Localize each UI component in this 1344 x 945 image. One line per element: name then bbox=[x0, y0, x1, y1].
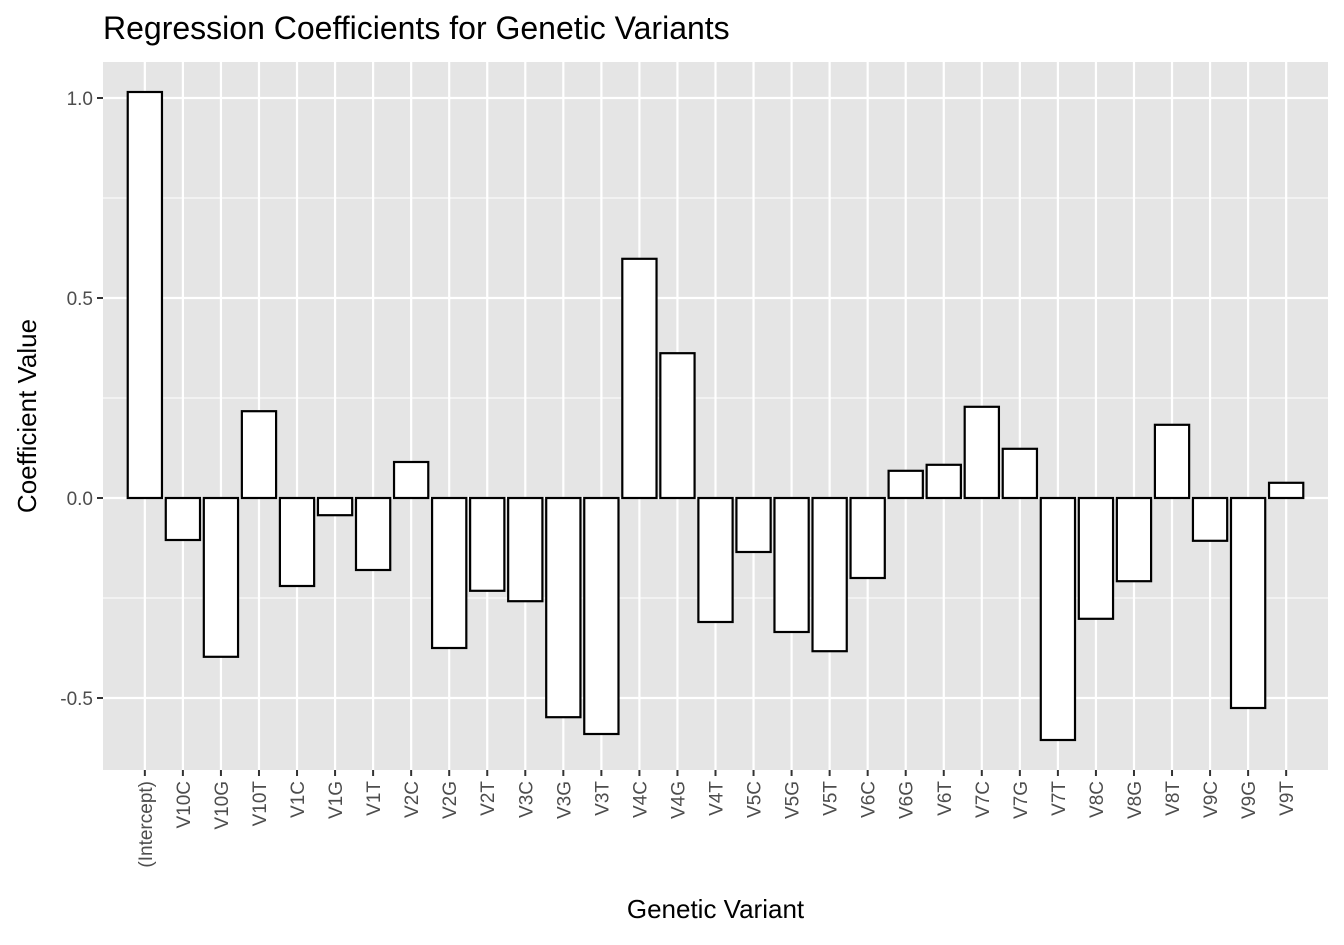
x-tick-label: V6G bbox=[897, 781, 918, 819]
bar-v9c bbox=[1191, 496, 1229, 542]
x-tick-label: V3T bbox=[592, 781, 613, 816]
bar-v4t bbox=[697, 496, 734, 624]
x-tick-label: V9G bbox=[1239, 781, 1260, 819]
x-tick-label: V9C bbox=[1201, 781, 1222, 818]
bar-v10g bbox=[202, 496, 240, 658]
x-tick-label: V1C bbox=[288, 781, 309, 818]
bar-v10t bbox=[240, 410, 278, 500]
chart-title: Regression Coefficients for Genetic Vari… bbox=[103, 10, 730, 46]
x-tick-label: V7C bbox=[973, 781, 994, 818]
y-axis: -0.5 0.0 0.5 1.0 bbox=[60, 89, 103, 710]
bar-v7t bbox=[1039, 496, 1077, 742]
bar-intercept bbox=[126, 90, 164, 500]
x-tick-label: V6T bbox=[935, 781, 956, 816]
x-tick-label: V4C bbox=[630, 781, 651, 818]
bar-v2g bbox=[430, 496, 468, 650]
x-tick-label: V6C bbox=[859, 781, 880, 818]
x-tick-label: V3C bbox=[516, 781, 537, 818]
bar-v10c bbox=[164, 496, 202, 542]
x-tick-label: V2T bbox=[478, 781, 499, 816]
x-tick-label: V4T bbox=[707, 781, 728, 816]
x-tick-label: V9T bbox=[1277, 781, 1298, 816]
x-tick-label: V1T bbox=[364, 781, 385, 816]
x-tick-label: V5G bbox=[783, 781, 804, 819]
x-tick-label: V4G bbox=[668, 781, 689, 819]
bar-v2t bbox=[469, 496, 506, 592]
x-tick-label: V3G bbox=[554, 781, 575, 819]
x-axis-title: Genetic Variant bbox=[627, 894, 805, 924]
bar-v3c bbox=[507, 496, 544, 603]
bar-v4g bbox=[659, 352, 696, 500]
x-axis: (Intercept) V10C V10G V10T V1C V1G V1T V2C V2G V2… bbox=[136, 770, 1298, 868]
bar-v3g bbox=[545, 496, 582, 719]
bar-v9t bbox=[1267, 481, 1305, 500]
bar-v4c bbox=[621, 257, 658, 500]
x-tick-label: V10G bbox=[212, 781, 233, 830]
x-tick-label: V7T bbox=[1049, 781, 1070, 816]
x-tick-label: V1G bbox=[326, 781, 347, 819]
bar-v6c bbox=[849, 496, 886, 580]
y-axis-title: Coefficient Value bbox=[12, 319, 42, 513]
bar-v2c bbox=[392, 460, 430, 500]
bar-v1t bbox=[354, 496, 392, 572]
bar-v3t bbox=[583, 496, 620, 736]
x-tick-label: V2C bbox=[402, 781, 423, 818]
x-tick-label: V8T bbox=[1163, 781, 1184, 816]
y-tick-label: 1.0 bbox=[67, 89, 93, 110]
bar-v5c bbox=[735, 496, 772, 554]
y-tick-label: -0.5 bbox=[60, 689, 93, 710]
bar-v9g bbox=[1229, 496, 1267, 710]
x-tick-label: V5C bbox=[745, 781, 766, 818]
x-tick-label: V2G bbox=[440, 781, 461, 819]
x-tick-label: V5T bbox=[821, 781, 842, 816]
bar-v1g bbox=[316, 496, 354, 517]
x-tick-label: (Intercept) bbox=[136, 781, 157, 868]
bar-v7g bbox=[1001, 447, 1039, 500]
bar-v6t bbox=[925, 463, 962, 500]
bar-v8g bbox=[1115, 496, 1153, 583]
y-tick-label: 0.0 bbox=[67, 489, 93, 510]
x-tick-label: V10C bbox=[174, 781, 195, 829]
x-tick-label: V8C bbox=[1087, 781, 1108, 818]
bar-v1c bbox=[278, 496, 316, 588]
bars bbox=[126, 90, 1305, 742]
bar-v7c bbox=[963, 405, 1001, 500]
x-tick-label: V7G bbox=[1011, 781, 1032, 819]
y-tick-label: 0.5 bbox=[67, 289, 93, 310]
bar-v5t bbox=[811, 496, 848, 653]
bar-v6g bbox=[887, 469, 924, 500]
bar-v5g bbox=[773, 496, 810, 634]
x-tick-label: V10T bbox=[250, 781, 271, 827]
x-tick-label: V8G bbox=[1125, 781, 1146, 819]
bar-v8c bbox=[1077, 496, 1115, 620]
bar-v8t bbox=[1153, 423, 1191, 500]
